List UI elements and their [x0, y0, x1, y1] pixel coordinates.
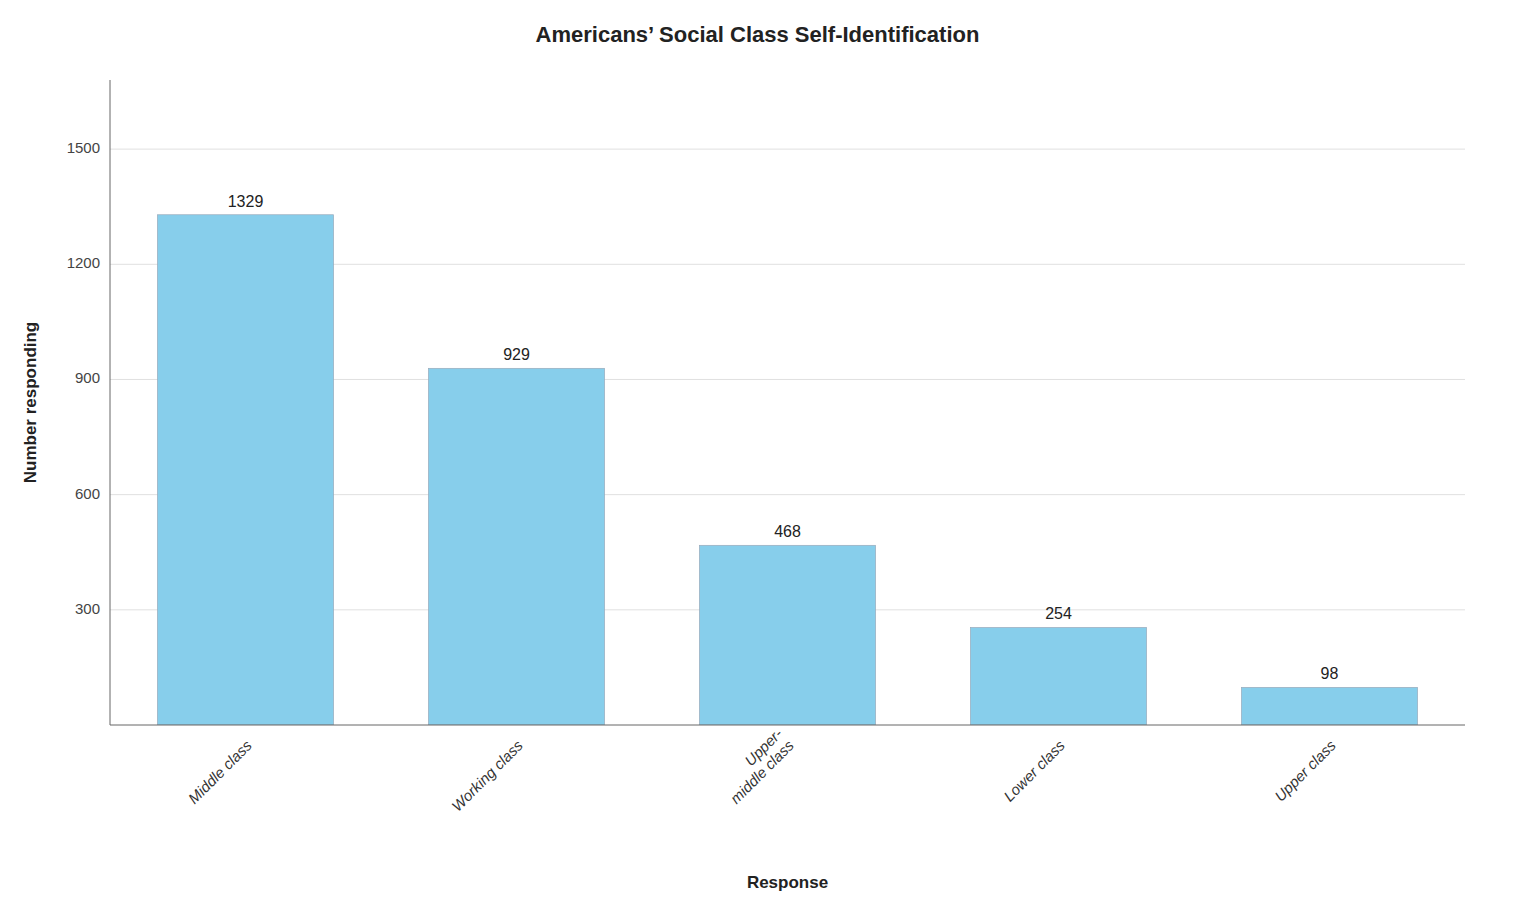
x-axis-label: Response [747, 873, 828, 892]
x-tick-label: Upper-middle class [715, 725, 797, 807]
bar [1241, 687, 1417, 725]
y-tick-label: 900 [75, 369, 100, 386]
data-label: 254 [1045, 605, 1072, 622]
bar [428, 368, 604, 725]
x-tick-label: Upper class [1271, 736, 1339, 804]
y-axis-label: Number responding [21, 322, 40, 484]
y-tick-label: 300 [75, 600, 100, 617]
bar [157, 215, 333, 725]
chart-svg: Americans’ Social Class Self-Identificat… [0, 0, 1515, 910]
chart-title: Americans’ Social Class Self-Identificat… [536, 22, 980, 47]
data-label: 929 [503, 346, 530, 363]
data-label: 1329 [228, 193, 264, 210]
x-tick-label: Middle class [185, 736, 256, 807]
data-label: 98 [1321, 665, 1339, 682]
x-tick-label-line: Upper class [1271, 736, 1339, 804]
x-tick-label-line: middle class [727, 736, 798, 807]
x-tick-label-line: Working class [448, 736, 526, 814]
bar [970, 627, 1146, 725]
x-axis-line [110, 725, 1465, 726]
grid-line [110, 149, 1465, 150]
y-axis-line [110, 80, 111, 725]
bars [157, 215, 1417, 725]
x-tick-label: Working class [448, 736, 526, 814]
x-tick-label-line: Lower class [1000, 736, 1068, 804]
x-tick-label-line: Middle class [185, 736, 256, 807]
bar [699, 545, 875, 725]
x-tick-label: Lower class [1000, 736, 1068, 804]
y-tick-label: 1200 [67, 254, 100, 271]
y-tick-label: 1500 [67, 139, 100, 156]
y-tick-label: 600 [75, 485, 100, 502]
data-label: 468 [774, 523, 801, 540]
chart-container: Americans’ Social Class Self-Identificat… [0, 0, 1515, 910]
